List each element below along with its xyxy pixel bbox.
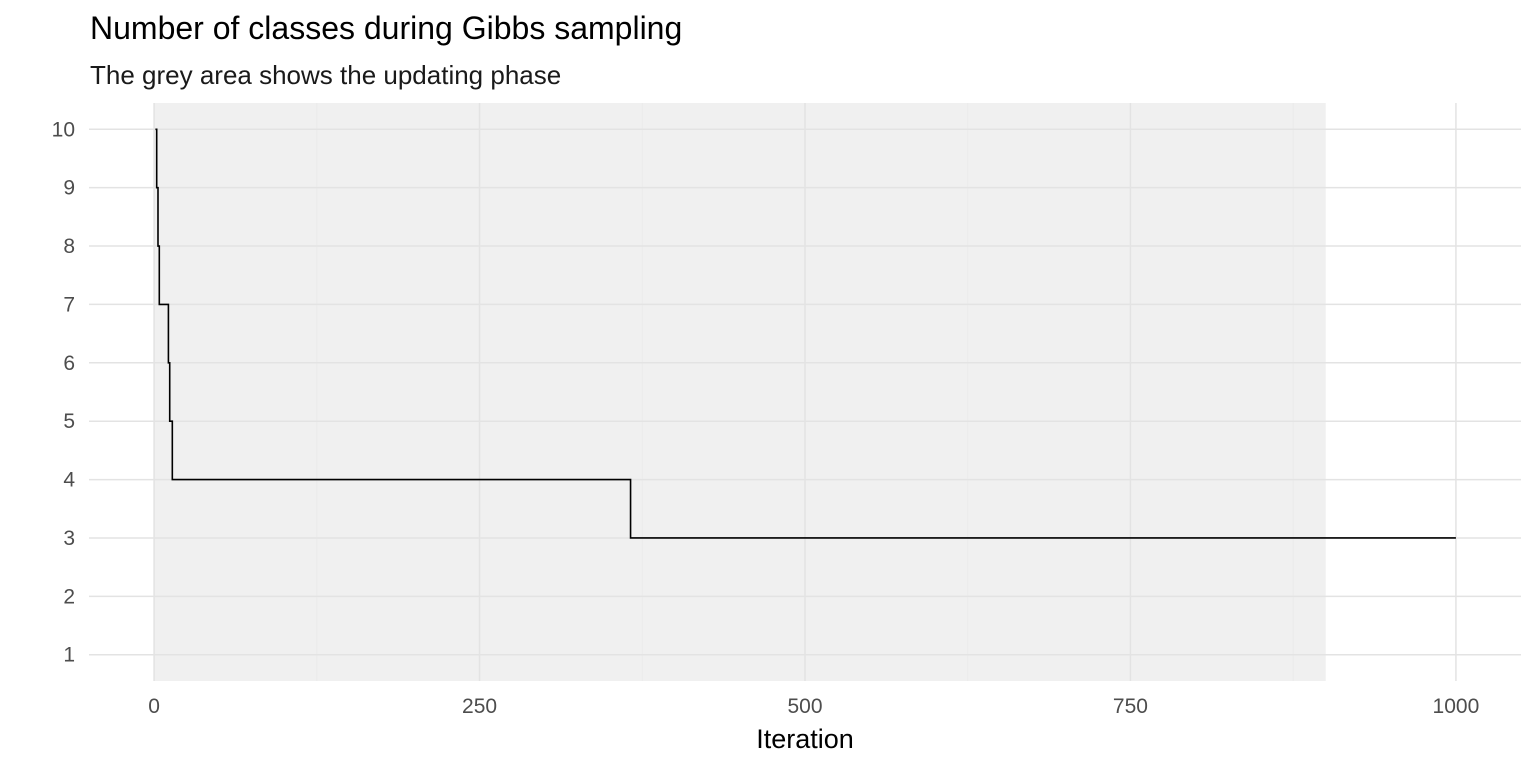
y-tick-label: 4	[63, 469, 75, 492]
y-axis-ticks: 1 2 3 4 5 6 7 8 9 10	[52, 118, 76, 666]
chart-subtitle: The grey area shows the updating phase	[90, 60, 562, 90]
y-tick-label: 5	[63, 410, 75, 433]
y-tick-label: 7	[63, 293, 75, 316]
minor-gridlines	[316, 103, 1294, 681]
y-tick-label: 10	[52, 118, 75, 141]
x-tick-label: 750	[1113, 695, 1148, 718]
y-tick-label: 8	[63, 235, 75, 258]
series-line	[155, 128, 1456, 539]
y-tick-label: 2	[63, 585, 75, 608]
x-axis-ticks: 0 250 500 750 1000	[148, 695, 1479, 718]
x-tick-label: 0	[148, 695, 160, 718]
x-tick-label: 1000	[1433, 695, 1480, 718]
y-tick-label: 1	[63, 644, 75, 667]
x-tick-label: 250	[462, 695, 497, 718]
shaded-updating-region-layer	[154, 103, 1326, 681]
y-tick-label: 9	[63, 177, 75, 200]
chart-title: Number of classes during Gibbs sampling	[90, 10, 683, 46]
updating-phase-area	[154, 103, 1326, 681]
y-tick-label: 6	[63, 352, 75, 375]
x-axis-title: Iteration	[756, 724, 854, 754]
y-tick-label: 3	[63, 527, 75, 550]
x-tick-label: 500	[787, 695, 822, 718]
series-layer	[155, 128, 1456, 539]
